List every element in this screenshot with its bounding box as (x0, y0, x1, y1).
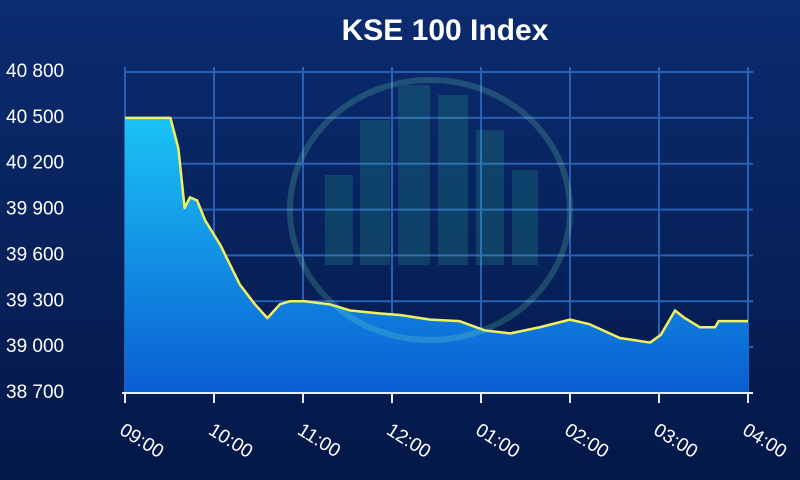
chart-title: KSE 100 Index (342, 14, 549, 47)
plot (125, 116, 748, 393)
y-tick-label: 39 300 (6, 290, 64, 311)
y-tick-label: 39 600 (6, 244, 64, 265)
y-tick-label: 39 900 (6, 199, 64, 220)
y-tick-label: 39 000 (6, 336, 64, 357)
y-tick-label: 40 800 (6, 61, 64, 82)
y-tick-label: 38 700 (6, 382, 64, 403)
y-tick-label: 40 500 (6, 107, 64, 128)
y-tick-label: 40 200 (6, 153, 64, 174)
area-fill (125, 117, 748, 393)
watermark (287, 77, 573, 343)
line (125, 116, 748, 344)
